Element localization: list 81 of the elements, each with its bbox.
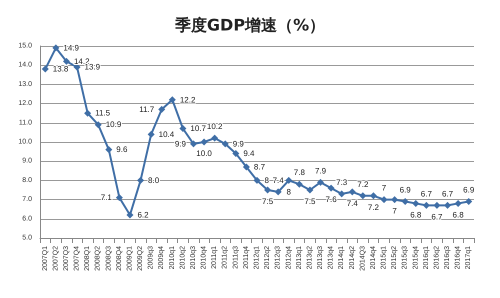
point bbox=[211, 134, 218, 142]
point bbox=[359, 192, 366, 200]
point bbox=[126, 211, 134, 218]
data-label: 11.7 bbox=[139, 104, 155, 114]
data-label: 13.8 bbox=[52, 64, 69, 74]
point bbox=[94, 121, 102, 128]
chart-title: 季度GDP增速（%） bbox=[174, 16, 326, 34]
point bbox=[285, 176, 292, 184]
point bbox=[254, 176, 260, 184]
point bbox=[179, 125, 186, 132]
point bbox=[296, 180, 303, 188]
data-label: 11.5 bbox=[95, 108, 111, 118]
point bbox=[52, 44, 60, 52]
point bbox=[380, 196, 388, 204]
data-label: 9.9 bbox=[232, 139, 244, 148]
point bbox=[116, 194, 123, 202]
point bbox=[105, 146, 112, 154]
point bbox=[42, 66, 49, 73]
point bbox=[232, 150, 240, 158]
point bbox=[264, 186, 272, 194]
data-label: 6.7 bbox=[442, 189, 454, 198]
data-label: 7.2 bbox=[357, 180, 369, 189]
data-label: 7.4 bbox=[272, 176, 284, 185]
data-label: 6.9 bbox=[400, 186, 412, 195]
point bbox=[328, 184, 335, 192]
data-label: 10.9 bbox=[106, 120, 122, 130]
point bbox=[338, 190, 346, 198]
point bbox=[454, 200, 462, 207]
data-label: 7.9 bbox=[314, 166, 327, 176]
point bbox=[348, 188, 356, 196]
data-label: 13.9 bbox=[84, 62, 101, 72]
point bbox=[200, 138, 208, 146]
point bbox=[168, 96, 176, 104]
data-label: 7.2 bbox=[368, 202, 380, 212]
point bbox=[370, 192, 377, 200]
point bbox=[148, 130, 155, 138]
point bbox=[84, 110, 92, 117]
data-label: 6.8 bbox=[410, 210, 422, 220]
data-label: 8.7 bbox=[254, 162, 266, 172]
data-label: 10.0 bbox=[196, 149, 212, 158]
data-label: 9.9 bbox=[174, 139, 187, 148]
data-label: 7.6 bbox=[326, 195, 338, 204]
point bbox=[158, 106, 166, 113]
data-label: 10.7 bbox=[190, 124, 207, 134]
data-label: 7.5 bbox=[262, 197, 274, 206]
data-label: 7 bbox=[382, 184, 387, 193]
data-label: 8 bbox=[264, 176, 270, 185]
data-label: 10.2 bbox=[206, 122, 223, 132]
data-label: 7.8 bbox=[294, 168, 306, 178]
data-label: 7.3 bbox=[336, 178, 348, 187]
data-label: 7 bbox=[392, 206, 398, 216]
point bbox=[190, 140, 197, 148]
point bbox=[274, 188, 282, 196]
data-label: 9.6 bbox=[116, 145, 128, 154]
data-label: 6.9 bbox=[463, 186, 475, 195]
data-label: 10.4 bbox=[158, 130, 175, 139]
point bbox=[391, 196, 398, 204]
point bbox=[433, 202, 440, 209]
data-label: 7.1 bbox=[100, 193, 112, 202]
point bbox=[422, 202, 430, 209]
data-label: 8.0 bbox=[148, 176, 160, 185]
data-label: 6.8 bbox=[452, 210, 464, 220]
point bbox=[137, 176, 144, 184]
point bbox=[62, 58, 70, 65]
point bbox=[306, 186, 314, 194]
point bbox=[317, 178, 324, 186]
point bbox=[222, 140, 229, 148]
data-label: 7.4 bbox=[346, 198, 358, 208]
point bbox=[444, 202, 452, 209]
point bbox=[465, 198, 472, 206]
data-label: 8 bbox=[286, 187, 292, 196]
data-label: 12.2 bbox=[180, 95, 196, 104]
data-label: 9.4 bbox=[243, 149, 255, 158]
data-label: 6.2 bbox=[137, 210, 150, 220]
point bbox=[242, 163, 250, 170]
data-label: 6.7 bbox=[431, 212, 444, 222]
data-label: 7.5 bbox=[304, 197, 316, 206]
data-label: 6.7 bbox=[420, 189, 432, 198]
point bbox=[402, 198, 409, 206]
data-label: 14.9 bbox=[63, 43, 80, 52]
point bbox=[412, 200, 420, 207]
